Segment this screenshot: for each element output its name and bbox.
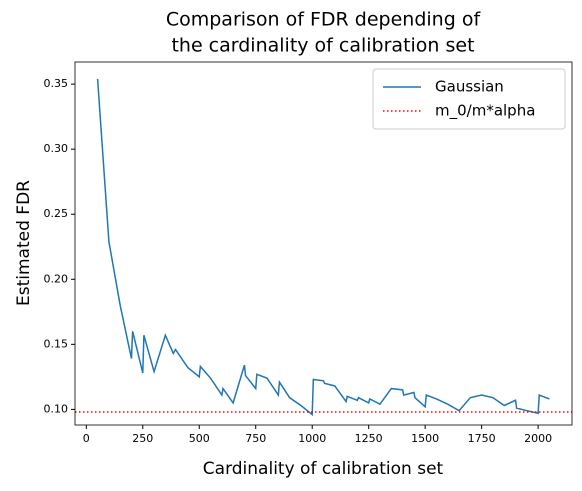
x-tick-label: 250 <box>132 432 153 445</box>
x-tick-label: 1500 <box>411 432 439 445</box>
y-tick-label: 0.25 <box>44 207 69 220</box>
y-tick-label: 0.15 <box>44 337 69 350</box>
y-tick-label: 0.10 <box>44 402 69 415</box>
chart-title: Comparison of FDR depending of <box>166 9 482 31</box>
y-tick-label: 0.20 <box>44 272 69 285</box>
x-tick-label: 1250 <box>355 432 383 445</box>
legend-label: Gaussian <box>435 78 504 96</box>
data-line <box>96 78 550 417</box>
legend-label: m_0/m*alpha <box>435 102 535 121</box>
y-tick-label: 0.35 <box>44 77 69 90</box>
x-axis-label: Cardinality of calibration set <box>203 459 444 479</box>
y-tick-label: 0.30 <box>44 142 69 155</box>
x-tick-label: 750 <box>245 432 266 445</box>
y-axis-label: Estimated FDR <box>14 180 34 306</box>
chart-title: the cardinality of calibration set <box>171 35 474 57</box>
x-tick-label: 0 <box>83 432 90 445</box>
x-tick-label: 1750 <box>468 432 496 445</box>
legend-box <box>372 68 566 130</box>
x-tick-label: 2000 <box>524 432 552 445</box>
x-tick-label: 1000 <box>298 432 326 445</box>
x-tick-label: 500 <box>189 432 210 445</box>
axes-frame <box>74 61 573 426</box>
